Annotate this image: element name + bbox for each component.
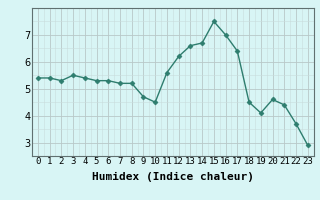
X-axis label: Humidex (Indice chaleur): Humidex (Indice chaleur) (92, 172, 254, 182)
